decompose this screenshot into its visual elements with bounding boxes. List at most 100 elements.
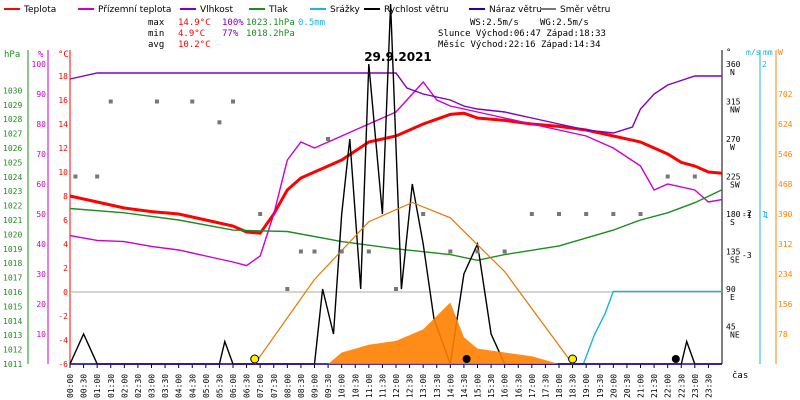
series-rychlost-v-tru — [69, 3, 722, 365]
hpa-tick: 1027 — [3, 130, 22, 139]
pct-axis-label: % — [38, 50, 44, 60]
legend-label: Vlhkost — [200, 5, 233, 15]
x-tick-label: 06:00 — [229, 374, 238, 398]
x-tick-label: 06:30 — [243, 374, 252, 398]
stats-avg-label: avg — [148, 40, 164, 50]
legend-label: Rychlost větru — [384, 5, 449, 15]
x-tick-label: 00:30 — [80, 374, 89, 398]
wind-dir-point — [285, 287, 290, 291]
stats-avg-temp: 10.2°C — [178, 40, 211, 50]
x-tick-label: 18:00 — [555, 374, 564, 398]
ms-axis-label: m/s — [746, 48, 761, 57]
dir-tick-name: N — [730, 68, 735, 77]
wind-dir-point — [108, 99, 113, 104]
dir-tick-name: NW — [730, 106, 740, 115]
x-tick-label: 15:30 — [487, 374, 496, 398]
wind-dir-point — [529, 212, 534, 216]
x-tick-label: 22:00 — [664, 374, 673, 398]
dir-tick-deg: 360 — [726, 60, 741, 69]
hpa-tick: 1026 — [3, 144, 22, 153]
series-solar-radiation — [328, 302, 559, 364]
wind-dir-point — [611, 212, 616, 216]
pct-tick: 30 — [36, 270, 46, 279]
hpa-tick: 1014 — [3, 317, 22, 326]
x-tick-label: 16:00 — [501, 374, 510, 398]
ms-neg-tick: -1 — [742, 211, 752, 220]
dir-tick-deg: 315 — [726, 98, 741, 107]
hpa-tick: 1017 — [3, 274, 22, 283]
x-tick-label: 03:30 — [161, 374, 170, 398]
temp-tick: -4 — [58, 336, 68, 345]
x-tick-label: 04:00 — [175, 374, 184, 398]
hpa-tick: 1015 — [3, 302, 22, 311]
x-axis-label: čas — [732, 370, 748, 381]
wind-dir-point — [95, 174, 100, 179]
wind-dir-point — [394, 287, 398, 291]
stats-max-press: 1023.1hPa — [246, 18, 295, 28]
legend-label: Směr větru — [560, 5, 610, 15]
wind-dir-point — [448, 249, 453, 254]
w-tick: 468 — [778, 180, 793, 189]
moonset-marker — [462, 355, 471, 363]
wind-dir-point — [421, 212, 426, 216]
hpa-tick: 1030 — [3, 86, 22, 95]
pct-tick: 20 — [36, 300, 46, 309]
stats-max-hum: 100% — [222, 18, 244, 28]
stats-min-temp: 4.9°C — [178, 29, 205, 39]
stats-max-temp: 14.9°C — [178, 18, 211, 28]
w-tick: 78 — [778, 330, 788, 339]
stats-max-label: max — [148, 18, 165, 28]
x-tick-label: 01:00 — [93, 374, 102, 398]
wind-dir-point — [665, 174, 670, 179]
x-tick-label: 11:30 — [378, 374, 387, 398]
x-tick-label: 10:00 — [338, 374, 347, 398]
dir-tick-name: SE — [730, 256, 740, 265]
x-tick-label: 02:30 — [134, 374, 143, 398]
hpa-tick: 1021 — [3, 216, 22, 225]
temp-axis-label: °C — [58, 50, 69, 60]
x-tick-label: 13:00 — [419, 374, 428, 398]
stats-min-hum: 77% — [222, 29, 239, 39]
dir-tick-deg: 225 — [726, 173, 741, 182]
wind-dir-point — [692, 174, 697, 179]
x-tick-label: 23:00 — [691, 374, 700, 398]
x-tick-label: 02:00 — [120, 374, 129, 398]
hpa-tick: 1019 — [3, 245, 22, 254]
temp-tick: 6 — [63, 216, 68, 225]
w-tick: 624 — [778, 120, 793, 129]
x-tick-label: 03:00 — [148, 374, 157, 398]
w-axis-label: W — [778, 48, 783, 57]
w-tick: 546 — [778, 150, 793, 159]
wind-dir-point — [326, 137, 331, 141]
wind-dir-point — [339, 249, 344, 254]
temp-tick: 8 — [63, 192, 68, 201]
wind-dir-point — [557, 212, 561, 216]
x-tick-label: 14:00 — [446, 374, 455, 398]
w-tick: 312 — [778, 240, 793, 249]
temp-tick: 18 — [58, 72, 68, 81]
hpa-tick: 1029 — [3, 101, 22, 110]
pct-tick: 10 — [36, 330, 46, 339]
legend: Teplota Přízemní teplota Vlhkost Tlak Srážky… — [4, 5, 610, 15]
wind-dir-point — [231, 99, 235, 104]
hpa-tick: 1011 — [3, 360, 22, 369]
series-tlak — [69, 189, 723, 262]
w-tick: 702 — [778, 90, 793, 99]
x-tick-label: 00:00 — [66, 374, 75, 398]
temp-tick: 16 — [58, 96, 68, 105]
x-tick-label: 21:00 — [637, 374, 646, 398]
hpa-tick: 1013 — [3, 331, 22, 340]
wind-dir-point — [217, 120, 222, 125]
x-tick-label: 13:30 — [433, 374, 442, 398]
x-tick-label: 07:00 — [256, 374, 265, 398]
x-axis: 00:00 00:30 01:00 01:30 02:00 02:30 03:00 03:30… — [66, 370, 748, 398]
legend-label: Tlak — [268, 5, 289, 15]
wind-dir-point — [258, 212, 263, 216]
temp-tick: 0 — [63, 288, 68, 297]
x-tick-label: 08:30 — [297, 374, 306, 398]
x-tick-label: 08:00 — [283, 374, 292, 398]
hpa-tick: 1012 — [3, 346, 22, 355]
pct-tick: 80 — [36, 120, 46, 129]
ms-tick: 2 — [762, 60, 767, 69]
x-tick-label: 16:30 — [514, 374, 523, 398]
